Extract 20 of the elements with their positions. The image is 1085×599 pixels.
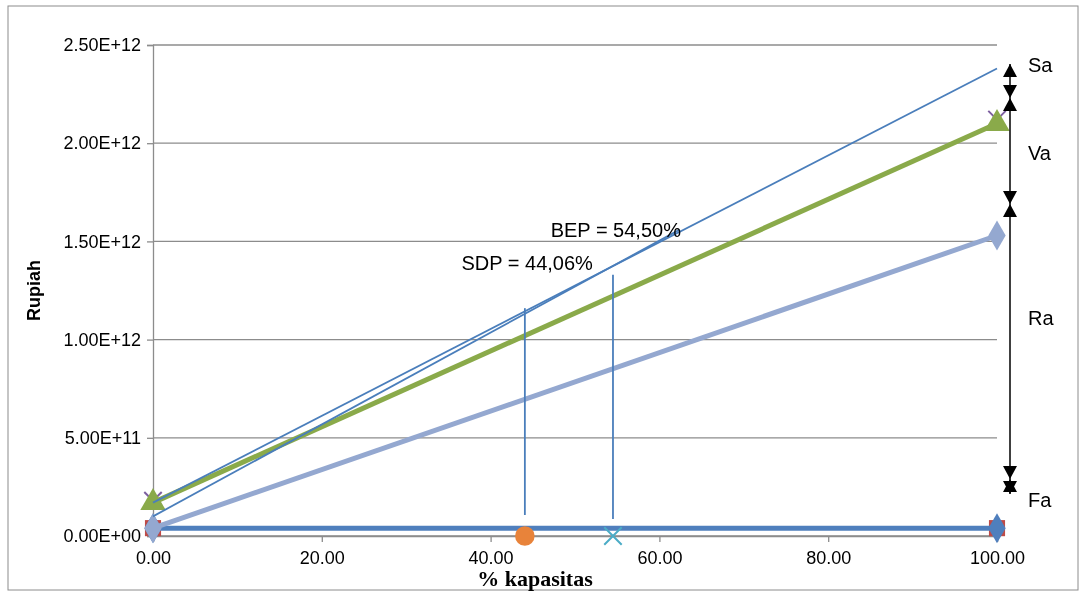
- text: Ra: [1028, 307, 1055, 329]
- y-tick-label: 0.00E+00: [63, 526, 141, 547]
- x-tick-label: 40.00: [468, 548, 514, 569]
- y-tick-label: 2.50E+12: [63, 35, 141, 56]
- text: Fa: [1028, 489, 1053, 511]
- y-tick-label: 5.00E+11: [64, 428, 141, 449]
- x-tick-label: 60.00: [637, 548, 683, 569]
- x-tick-label: 80.00: [806, 548, 852, 569]
- x-axis-title: % kapasitas: [477, 566, 594, 591]
- y-tick-label: 1.50E+12: [63, 231, 141, 252]
- y-tick-label: 1.00E+12: [63, 329, 141, 350]
- x-tick-label: 0.00: [135, 548, 172, 569]
- text: Va: [1028, 142, 1052, 164]
- annotation: BEP = 54,50%: [550, 218, 682, 241]
- x-tick-label: 20.00: [299, 548, 345, 569]
- y-tick-label: 2.00E+12: [63, 133, 141, 154]
- y-axis-title: Rupiah: [24, 260, 44, 321]
- x-tick-label: 100.00: [969, 548, 1026, 569]
- text: Sa: [1028, 54, 1054, 76]
- annotation: SDP = 44,06%: [461, 252, 594, 275]
